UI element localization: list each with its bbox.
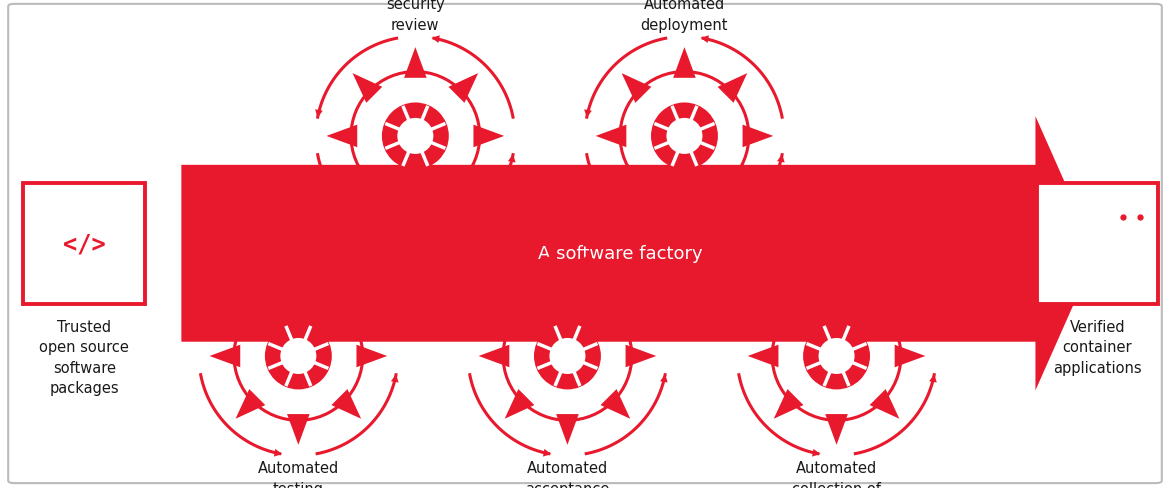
Polygon shape [504,389,535,419]
Polygon shape [621,74,652,103]
Text: Auto
security
review: Auto security review [386,0,445,33]
Text: </>: </> [63,232,105,256]
Polygon shape [556,267,579,298]
Polygon shape [825,267,848,298]
Polygon shape [331,294,362,323]
Ellipse shape [398,119,433,155]
Polygon shape [621,170,652,199]
Text: Trusted
open source
software
packages: Trusted open source software packages [40,319,129,395]
FancyBboxPatch shape [8,5,1162,483]
Ellipse shape [819,338,854,374]
Polygon shape [600,294,631,323]
Polygon shape [235,389,266,419]
Polygon shape [404,195,427,225]
FancyBboxPatch shape [23,183,145,305]
Polygon shape [504,294,535,323]
FancyBboxPatch shape [1037,183,1158,305]
Ellipse shape [264,323,332,389]
Polygon shape [717,170,748,199]
Polygon shape [357,345,387,367]
Polygon shape [287,414,310,445]
Polygon shape [404,48,427,79]
Text: Automated
deployment: Automated deployment [641,0,728,33]
Polygon shape [235,294,266,323]
Polygon shape [209,345,240,367]
Polygon shape [773,389,804,419]
Polygon shape [869,389,900,419]
Polygon shape [673,195,696,225]
Text: Automated
acceptance
testing: Automated acceptance testing [525,460,610,488]
Ellipse shape [281,338,316,374]
Ellipse shape [550,338,585,374]
Text: Automated
collection of
pipeline data: Automated collection of pipeline data [789,460,885,488]
Text: A software factory: A software factory [538,245,702,263]
Polygon shape [556,414,579,445]
Polygon shape [825,414,848,445]
Polygon shape [748,345,778,367]
Polygon shape [352,170,383,199]
Ellipse shape [803,323,870,389]
Polygon shape [448,74,479,103]
Polygon shape [773,294,804,323]
Polygon shape [895,345,925,367]
Polygon shape [600,389,631,419]
Polygon shape [869,294,900,323]
Polygon shape [717,74,748,103]
Text: Automated
testing: Automated testing [257,460,339,488]
Text: Verified
container
applications: Verified container applications [1053,319,1142,375]
Ellipse shape [381,103,449,170]
Polygon shape [596,125,626,148]
Polygon shape [626,345,656,367]
Ellipse shape [651,103,718,170]
Polygon shape [743,125,773,148]
Polygon shape [673,48,696,79]
Ellipse shape [667,119,702,155]
Polygon shape [181,117,1096,390]
Polygon shape [479,345,509,367]
Polygon shape [326,125,357,148]
Polygon shape [474,125,504,148]
Polygon shape [448,170,479,199]
Ellipse shape [534,323,601,389]
Polygon shape [331,389,362,419]
Polygon shape [287,267,310,298]
Polygon shape [352,74,383,103]
